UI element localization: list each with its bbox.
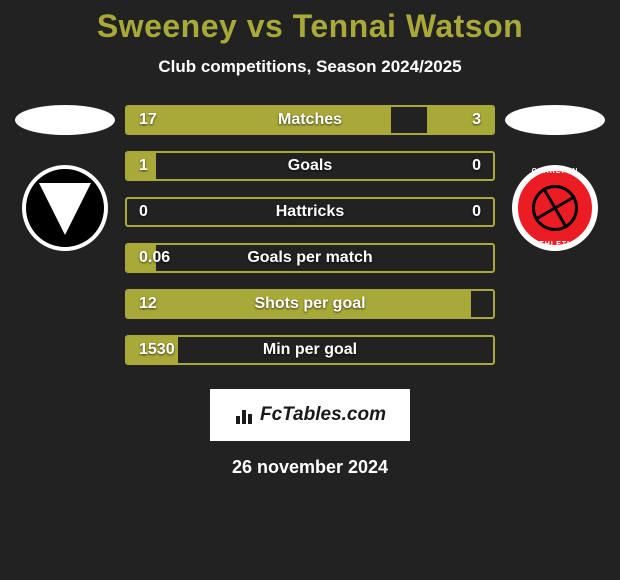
stat-value-left: 1: [127, 157, 197, 175]
stat-value-left: 1530: [127, 341, 197, 359]
stat-value-left: 17: [127, 111, 197, 129]
crest-right-text-bottom: ATHLETIC: [518, 241, 592, 248]
stats-list: 17Matches31Goals00Hattricks00.06Goals pe…: [125, 105, 495, 381]
stat-label: Min per goal: [197, 341, 423, 359]
player-right-column: CHARLTON ATHLETIC: [505, 105, 605, 251]
stat-label: Shots per goal: [197, 295, 423, 313]
player-right-name-pill: [505, 105, 605, 135]
stat-value-left: 0.06: [127, 249, 197, 267]
page-subtitle: Club competitions, Season 2024/2025: [0, 57, 620, 77]
player-left-name-pill: [15, 105, 115, 135]
stat-value-right: 3: [423, 111, 493, 129]
stat-label: Hattricks: [197, 203, 423, 221]
brand-box: FcTables.com: [210, 389, 410, 441]
stat-row: 0Hattricks0: [125, 197, 495, 227]
stat-value-right: 0: [423, 157, 493, 175]
stat-row: 1530Min per goal: [125, 335, 495, 365]
comparison-panel: 17Matches31Goals00Hattricks00.06Goals pe…: [0, 105, 620, 381]
club-crest-right: CHARLTON ATHLETIC: [512, 165, 598, 251]
player-left-column: [15, 105, 115, 251]
crest-right-sword-icon: [532, 185, 578, 231]
stat-value-left: 0: [127, 203, 197, 221]
stat-row: 17Matches3: [125, 105, 495, 135]
stat-row: 12Shots per goal: [125, 289, 495, 319]
stat-value-right: 0: [423, 203, 493, 221]
brand-text: FcTables.com: [260, 404, 386, 426]
date-label: 26 november 2024: [0, 457, 620, 478]
crest-right-text-top: CHARLTON: [518, 168, 592, 175]
stat-value-left: 12: [127, 295, 197, 313]
page-title: Sweeney vs Tennai Watson: [0, 8, 620, 45]
stat-label: Matches: [197, 111, 423, 129]
stat-row: 1Goals0: [125, 151, 495, 181]
club-crest-left: [22, 165, 108, 251]
stat-label: Goals: [197, 157, 423, 175]
brand-bars-icon: [234, 404, 256, 426]
stat-row: 0.06Goals per match: [125, 243, 495, 273]
stat-label: Goals per match: [197, 249, 423, 267]
